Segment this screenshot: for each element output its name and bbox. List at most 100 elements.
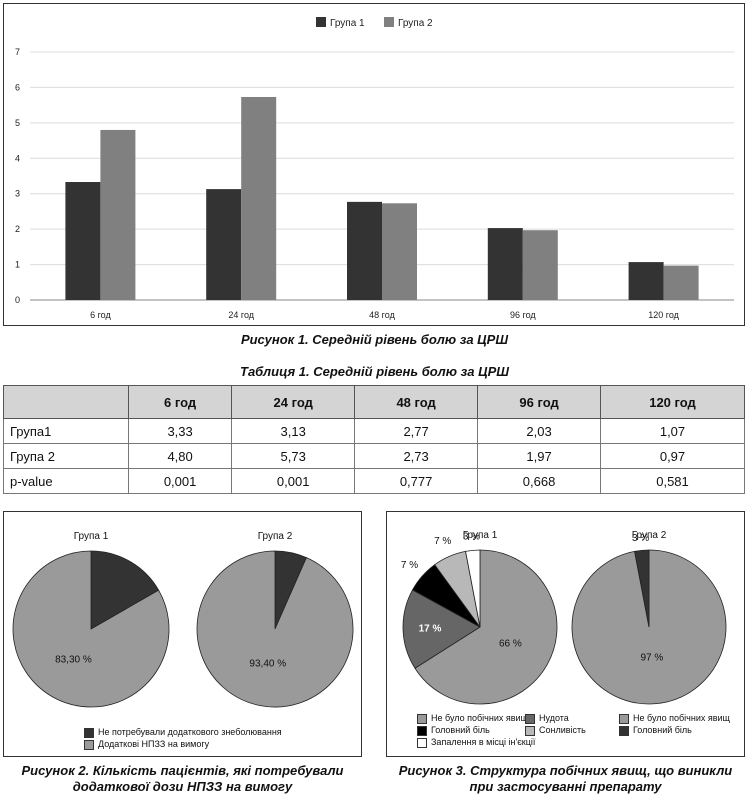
figure3-legend-left: Не було побічних явищ Головний біль Запа… [417,712,535,748]
bar-chart-frame: 0 1 2 3 4 5 6 7 6 год 24 год 48 год 96 год 120 год Гр… [3,3,745,326]
table-cell: Група 2 [3,443,129,469]
table-header-row: 6 год 24 год 48 год 96 год 120 год [3,385,745,419]
table-header-cell: 96 год [477,385,602,419]
pie-slice [90,550,160,630]
table-header-cell: 48 год [354,385,479,419]
figure3-legend-mid: Нудота Сонливість [525,712,586,736]
legend-item: Не було побічних явищ [417,712,535,724]
bar [382,203,417,300]
bar [663,265,699,300]
figure3-caption-line1: Рисунок 3. Структура побічних явищ, що в… [398,763,733,778]
legend-item: Додаткові НПЗЗ на вимогу [84,738,282,750]
legend-label: Не було побічних явищ [431,713,528,723]
legend-label: Не було побічних явищ [633,713,730,723]
figure2-legend: Не потребували додаткового знеболювання … [84,726,282,750]
bar [522,230,558,300]
legend-item: Головний біль [619,724,730,736]
legend-label: Сонливість [539,725,586,735]
legend-item: Не потребували додаткового знеболювання [84,726,282,738]
x-tick-label: 6 год [90,310,111,320]
table-header-cell: 6 год [127,385,233,419]
legend-label: Запалення в місці ін'єкції [431,737,536,747]
table-cell: 0,668 [477,468,602,494]
table-cell: 3,33 [127,418,233,444]
table-cell: 0,777 [354,468,479,494]
figure2-pies: 83,30 % Група 1 93,40 % Група 2 [12,531,354,708]
table-cell: Група1 [3,418,129,444]
pie-slice-label: 83,30 % [55,654,92,665]
legend-label: Нудота [539,713,569,723]
table1: 6 год 24 год 48 год 96 год 120 год Група… [3,385,745,494]
y-tick-label: 4 [15,153,20,163]
pie-title: Група 2 [632,530,667,541]
table-cell: 1,97 [477,443,602,469]
legend-swatch [384,17,394,27]
x-tick-label: 24 год [228,310,254,320]
bar [241,96,277,300]
pie-slice-label: 3 % [463,532,480,543]
table-cell: 2,77 [354,418,479,444]
x-tick-label: 96 год [510,310,536,320]
legend-swatch [525,713,535,724]
table-cell: 3,13 [231,418,356,444]
bar [100,129,136,300]
table-cell: 2,03 [477,418,602,444]
figure3-legend-right: Не було побічних явищ Головний біль [619,712,730,736]
legend-item: Нудота [525,712,586,724]
legend-swatch [316,17,326,27]
y-tick-label: 1 [15,260,20,270]
pie-slice [414,549,558,705]
pie-title: Група 1 [74,531,109,542]
table1-title: Таблиця 1. Середній рівень болю за ЦРШ [240,364,509,379]
table-cell: 5,73 [231,443,356,469]
y-tick-label: 3 [15,189,20,199]
legend-label: Головний біль [633,725,692,735]
y-tick-label: 5 [15,118,20,128]
table-row: p-value 0,001 0,001 0,777 0,668 0,581 [3,468,745,494]
bar [347,201,382,300]
table-cell: 0,001 [127,468,233,494]
table-header-cell: 120 год [600,385,745,419]
figure3-frame: 66 % 17 % 7 % 7 % 3 % Група 1 97 % 3 % Група 2 Н… [386,511,745,757]
figure2-caption-line1: Рисунок 2. Кількість пацієнтів, які потр… [21,763,344,778]
legend-swatch [84,727,94,738]
pie-slice-label: 93,40 % [249,658,286,669]
figure1-caption: Рисунок 1. Середній рівень болю за ЦРШ [240,332,509,347]
legend-swatch [619,713,629,724]
y-tick-label: 6 [15,82,20,92]
pie-slice-label: 3 % [632,533,649,544]
figure3-pies: 66 %17 %7 %7 % 3 %Група 197 %3 %Група 2 [401,530,727,705]
table-cell: 0,581 [600,468,745,494]
legend-item: Запалення в місці ін'єкції [417,736,535,748]
legend-label: Додаткові НПЗЗ на вимогу [98,739,210,749]
legend-label: Група 2 [398,18,433,29]
figure3-caption: Рисунок 3. Структура побічних явищ, що в… [386,763,745,795]
y-tick-label: 0 [15,295,20,305]
table-header-cell [3,385,129,419]
bar [628,262,664,300]
table-row: Група 2 4,80 5,73 2,73 1,97 0,97 [3,443,745,469]
legend-item: Головний біль [417,724,535,736]
figure2-frame: 83,30 % Група 1 93,40 % Група 2 Не потребув… [3,511,362,757]
legend-label: Головний біль [431,725,490,735]
legend-item: Не було побічних явищ [619,712,730,724]
pie-slice-label: 7 % [434,536,451,547]
table-cell: 2,73 [354,443,479,469]
y-tick-label: 2 [15,224,20,234]
bar [206,189,242,300]
table-row: Група1 3,33 3,13 2,77 2,03 1,07 [3,418,745,444]
legend-swatch [619,725,629,736]
pie-title: Група 1 [463,530,498,541]
pie-slice-label: 66 % [499,639,522,650]
pie-slice [465,549,481,628]
legend-swatch [417,737,427,748]
legend-label: Група 1 [330,18,365,29]
table-cell: p-value [3,468,129,494]
pie-title: Група 2 [258,531,293,542]
table-cell: 4,80 [127,443,233,469]
legend-swatch [417,713,427,724]
legend-swatch [525,725,535,736]
pie-slice [12,550,170,708]
table-cell: 1,07 [600,418,745,444]
table-header-cell: 24 год [231,385,356,419]
